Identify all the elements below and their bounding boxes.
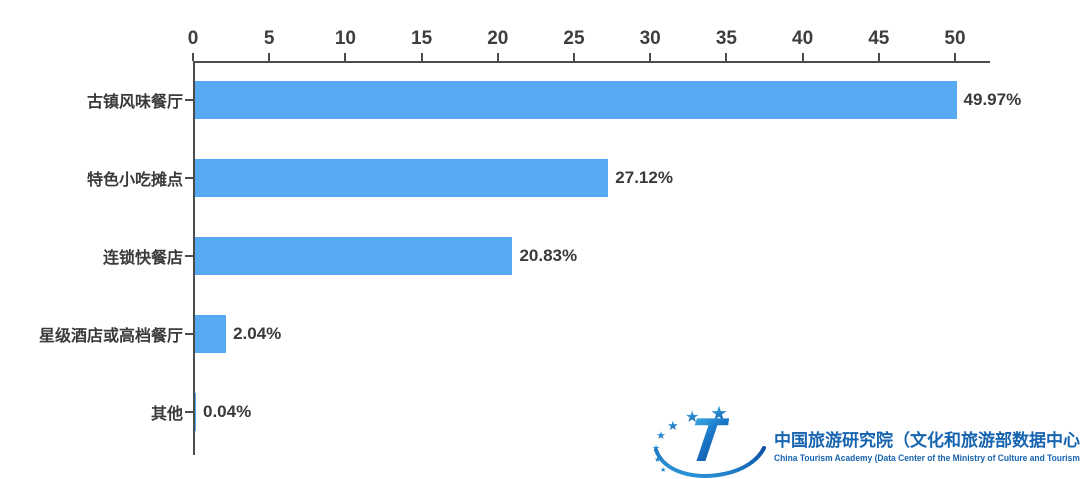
x-tick-mark <box>496 53 499 61</box>
value-label: 27.12% <box>615 168 673 187</box>
category-label: 其他 <box>150 406 183 423</box>
y-tick-mark <box>185 411 193 413</box>
x-tick-label: 5 <box>263 28 275 49</box>
star-icon: ★ <box>667 418 679 433</box>
star-icon: ★ <box>652 443 661 453</box>
y-tick-mark <box>185 255 193 257</box>
x-axis-line <box>193 61 990 63</box>
bar <box>195 81 957 119</box>
x-tick-label: 25 <box>563 28 585 49</box>
branding: ★★★★★★★ T 中国旅游研究院（文化和旅游部数据中心） China Tour… <box>652 402 1080 479</box>
x-tick-label: 30 <box>639 28 661 49</box>
x-tick-label: 10 <box>334 28 356 49</box>
x-tick-label: 35 <box>715 28 737 49</box>
x-tick-mark <box>954 53 956 61</box>
y-tick-mark <box>185 333 193 335</box>
x-tick-mark <box>344 53 347 61</box>
bar <box>195 315 227 353</box>
star-icon: ★ <box>660 467 667 474</box>
logo-swoosh-icon <box>654 446 766 478</box>
x-tick-mark <box>649 53 652 61</box>
y-axis-line <box>193 61 195 455</box>
x-tick-label: 45 <box>868 28 890 49</box>
star-icon: ★ <box>654 455 662 464</box>
brand-name-cn: 中国旅游研究院（文化和旅游部数据中心） <box>774 431 1080 450</box>
x-tick-mark <box>725 53 728 61</box>
y-tick-mark <box>185 99 193 101</box>
bar <box>195 393 196 431</box>
x-tick-mark <box>877 53 880 61</box>
star-icon: ★ <box>656 430 666 442</box>
value-label: 0.04% <box>203 402 252 421</box>
star-icon: ★ <box>685 410 699 426</box>
bar <box>195 159 609 197</box>
x-tick-label: 20 <box>487 28 509 49</box>
x-tick-label: 0 <box>187 28 199 49</box>
x-tick-mark <box>801 53 804 61</box>
category-label: 古镇风味餐厅 <box>86 94 183 111</box>
x-tick-mark <box>268 53 271 61</box>
x-tick-label: 40 <box>792 28 814 49</box>
category-label: 星级酒店或高档餐厅 <box>38 328 183 345</box>
brand-text: 中国旅游研究院（文化和旅游部数据中心） China Tourism Academ… <box>774 426 1080 463</box>
value-label: 2.04% <box>233 324 282 343</box>
value-label: 49.97% <box>963 90 1022 109</box>
category-label: 连锁快餐店 <box>102 250 183 267</box>
brand-name-en: China Tourism Academy (Data Center of th… <box>774 453 1080 463</box>
x-tick-mark <box>420 53 423 61</box>
x-tick-label: 50 <box>944 28 966 49</box>
x-tick-mark <box>192 53 194 61</box>
value-label: 20.83% <box>519 246 578 265</box>
bar <box>195 237 513 275</box>
x-tick-mark <box>573 53 575 61</box>
category-label: 特色小吃摊点 <box>86 172 183 189</box>
star-icon: ★ <box>710 404 728 424</box>
cta-logo: ★★★★★★★ T <box>652 402 767 479</box>
x-tick-label: 15 <box>411 28 433 49</box>
y-tick-mark <box>185 177 193 179</box>
